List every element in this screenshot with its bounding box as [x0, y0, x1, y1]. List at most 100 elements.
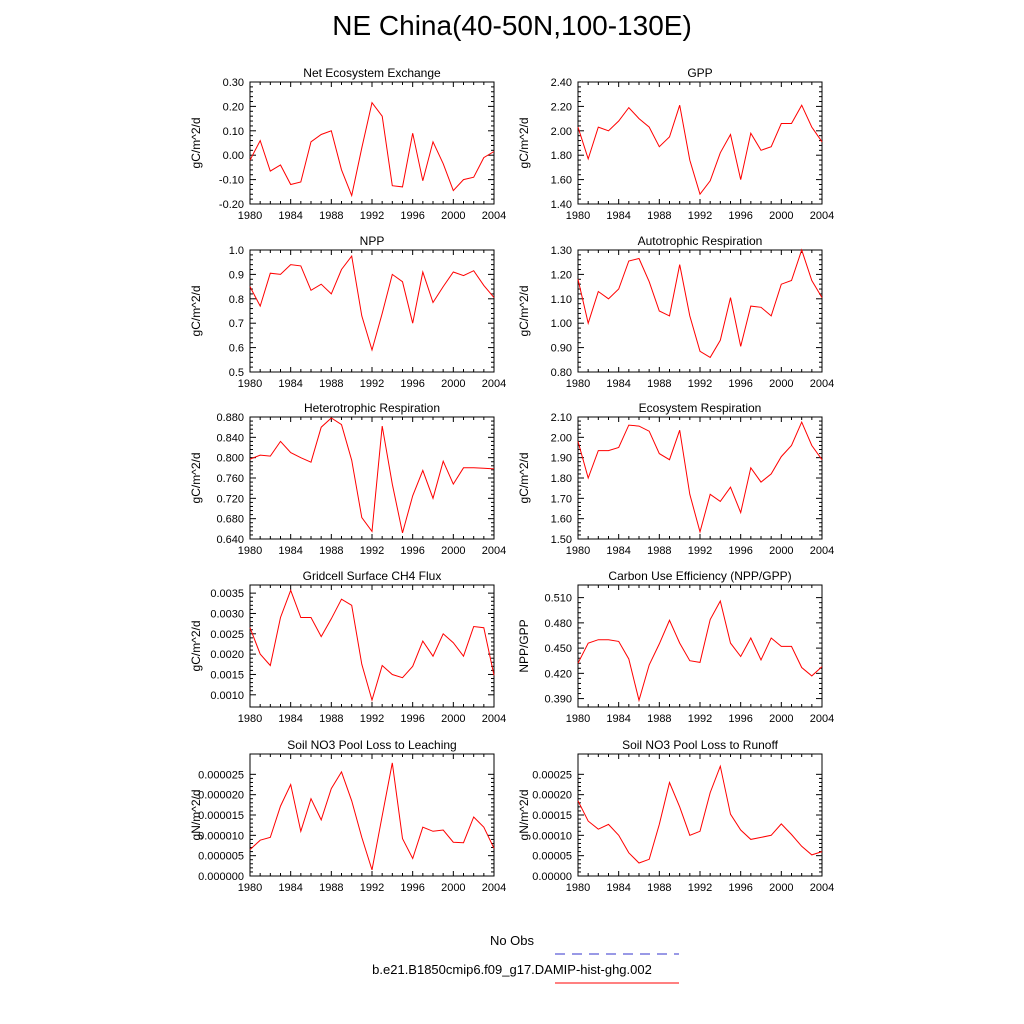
x-tick-label: 1984 [278, 713, 302, 725]
chart-panel-8: Carbon Use Efficiency (NPP/GPP) NPP/GPP 19… [517, 569, 834, 725]
y-axis-label: gN/m^2/d [189, 790, 203, 841]
y-tick-label: 0.0015 [210, 669, 244, 681]
x-tick-label: 2004 [482, 713, 506, 725]
y-tick-label: 0.30 [223, 77, 244, 89]
x-tick-label: 1988 [647, 545, 671, 557]
x-tick-label: 1988 [319, 210, 343, 222]
x-tick-label: 2000 [441, 210, 465, 222]
chart-panel-4: Autotrophic Respiration gC/m^2/d 1980 1984 1… [517, 234, 834, 390]
x-tick-label: 1980 [238, 545, 262, 557]
y-tick-label: 0.0035 [210, 588, 244, 600]
panel-title: Soil NO3 Pool Loss to Runoff [622, 738, 779, 752]
plot-frame [577, 81, 823, 205]
y-tick-label: 0.0030 [210, 608, 244, 620]
x-tick-label: 2000 [441, 882, 465, 894]
x-tick-label: 1988 [647, 882, 671, 894]
y-tick-label: 0.5 [229, 367, 244, 379]
chart-panel-2: GPP gC/m^2/d 1980 1984 1988 1992 1996 2000 2004 1… [517, 66, 834, 222]
y-tick-label: 2.00 [551, 432, 572, 444]
y-tick-label: 0.0020 [210, 649, 244, 661]
y-tick-label: 0.9 [229, 269, 244, 281]
figure-title: NE China(40-50N,100-130E) [332, 10, 692, 41]
x-tick-label: 1984 [606, 713, 630, 725]
y-axis-label: gC/m^2/d [189, 286, 203, 337]
panel-title: GPP [687, 66, 712, 80]
x-tick-label: 1988 [319, 713, 343, 725]
y-tick-label: 1.80 [551, 150, 572, 162]
x-tick-label: 1980 [238, 378, 262, 390]
x-tick-label: 1992 [688, 210, 712, 222]
y-tick-label: 0.760 [216, 473, 244, 485]
x-tick-label: 1980 [566, 210, 590, 222]
y-tick-label: 0.000015 [198, 810, 244, 822]
plot-frame [577, 249, 823, 373]
x-tick-label: 1996 [400, 210, 424, 222]
chart-panel-5: Heterotrophic Respiration gC/m^2/d 1980 198… [189, 401, 506, 557]
y-tick-label: 1.90 [551, 453, 572, 465]
y-tick-label: 0.840 [216, 432, 244, 444]
x-tick-label: 2000 [441, 378, 465, 390]
panel-title: Autotrophic Respiration [638, 234, 763, 248]
y-axis-label: gC/m^2/d [189, 621, 203, 672]
y-tick-label: 0.000005 [198, 851, 244, 863]
x-tick-label: 1988 [319, 378, 343, 390]
y-tick-label: 0.00025 [532, 769, 572, 781]
y-tick-label: 1.40 [551, 199, 572, 211]
y-tick-label: 0.510 [544, 593, 572, 605]
y-tick-label: 0.0010 [210, 690, 244, 702]
x-tick-label: 1996 [400, 882, 424, 894]
x-tick-label: 1992 [360, 210, 384, 222]
x-tick-label: 1984 [606, 378, 630, 390]
x-tick-label: 2000 [769, 545, 793, 557]
x-tick-label: 2004 [810, 378, 834, 390]
x-tick-label: 1988 [319, 545, 343, 557]
y-tick-label: 0.10 [223, 126, 244, 138]
x-tick-label: 1996 [400, 378, 424, 390]
y-tick-label: -0.20 [219, 199, 244, 211]
y-tick-label: 1.30 [551, 245, 572, 257]
y-tick-label: 0.880 [216, 412, 244, 424]
panel-title: Gridcell Surface CH4 Flux [303, 569, 442, 583]
x-tick-label: 1980 [566, 713, 590, 725]
y-tick-label: 0.000010 [198, 830, 244, 842]
y-tick-label: 0.0025 [210, 629, 244, 641]
y-tick-label: 0.6 [229, 343, 244, 355]
x-tick-label: 1996 [728, 545, 752, 557]
panel-title: Heterotrophic Respiration [304, 401, 440, 415]
x-tick-label: 2004 [482, 378, 506, 390]
series-line [577, 104, 823, 196]
series-line [577, 420, 823, 534]
y-tick-label: 0.450 [544, 643, 572, 655]
x-tick-label: 2004 [482, 545, 506, 557]
plot-frame [249, 753, 495, 877]
y-tick-label: 0.00 [223, 150, 244, 162]
plot-frame [577, 416, 823, 540]
y-tick-label: 2.00 [551, 126, 572, 138]
series-line [249, 762, 495, 871]
y-axis-label: gN/m^2/d [517, 790, 531, 841]
x-tick-label: 1992 [360, 713, 384, 725]
x-tick-label: 1984 [278, 545, 302, 557]
y-tick-label: 0.90 [551, 343, 572, 355]
y-axis-label: gC/m^2/d [517, 453, 531, 504]
x-tick-label: 1996 [728, 210, 752, 222]
x-tick-label: 2004 [810, 882, 834, 894]
x-tick-label: 2004 [810, 545, 834, 557]
x-tick-label: 1980 [238, 713, 262, 725]
y-axis-label: gC/m^2/d [517, 118, 531, 169]
series-line [249, 588, 495, 702]
y-tick-label: 1.70 [551, 493, 572, 505]
x-tick-label: 1988 [647, 713, 671, 725]
y-tick-label: 0.420 [544, 668, 572, 680]
panel-title: Carbon Use Efficiency (NPP/GPP) [608, 569, 791, 583]
x-tick-label: 1992 [688, 545, 712, 557]
x-tick-label: 1992 [360, 545, 384, 557]
y-tick-label: 0.640 [216, 534, 244, 546]
y-tick-label: 0.00015 [532, 810, 572, 822]
y-tick-label: 2.40 [551, 77, 572, 89]
x-tick-label: 2000 [769, 378, 793, 390]
y-tick-label: 0.720 [216, 493, 244, 505]
y-axis-label: gC/m^2/d [189, 453, 203, 504]
y-tick-label: 0.7 [229, 318, 244, 330]
